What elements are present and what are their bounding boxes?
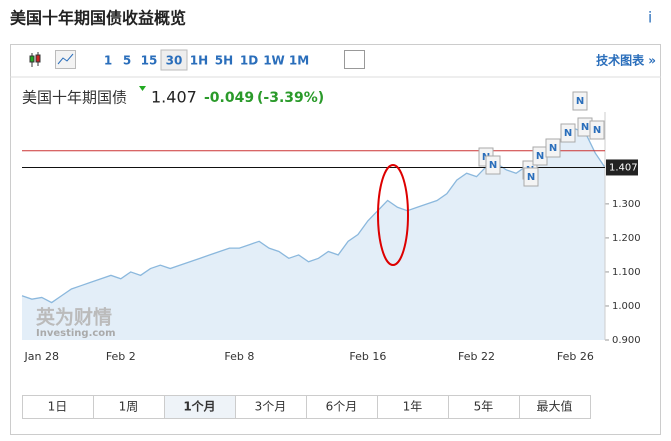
x-tick-label: Feb 22 [458,350,495,363]
info[interactable]: i [648,9,652,27]
highlight-ellipse [377,164,409,266]
news-marker[interactable] [589,120,605,140]
watermark-brand: 英为财情 [36,306,112,329]
watermark-site: Investing.com [36,328,116,339]
news-marker-glyph: N [581,122,589,133]
x-tick-label: Jan 28 [24,350,59,363]
quote-change-pct: (-3.39%) [257,90,324,106]
area [22,129,605,340]
quote-price: 1.407 [151,88,197,107]
interval[interactable]: 5H [215,54,233,68]
y-tick-label: 1.100 [612,267,641,278]
y-tick-label: 1.300 [612,199,641,210]
panel [10,44,661,435]
x-tick-label: Feb 2 [106,350,136,363]
news-marker[interactable] [560,123,576,143]
line-icon-glyph [57,53,74,65]
selected-interval-bg [160,49,188,71]
range-tab[interactable]: 1周 [119,400,139,414]
news-marker-glyph: N [527,172,535,183]
news-marker-glyph: N [564,128,572,139]
range-tab[interactable]: 最大值 [536,399,572,414]
x-tick-label: Feb 16 [349,350,386,363]
quote-name: 美国十年期国债 [22,89,127,107]
interval[interactable]: 1H [190,54,208,68]
news-marker[interactable] [523,167,539,187]
interval[interactable]: 1M [289,54,309,68]
last-box [606,159,638,176]
range-tab[interactable]: 1个月 [183,399,215,414]
range-tab[interactable]: 6个月 [326,400,358,414]
range-tab[interactable]: 3个月 [255,400,287,414]
interval[interactable]: 30 [166,54,183,68]
news-marker-glyph: N [576,96,584,107]
y-tick-label: 0.900 [612,335,641,346]
y-tick-label: 1.200 [612,233,641,244]
range-tab[interactable]: 1年 [403,400,423,414]
line [21,128,606,304]
last-label: 1.407 [609,162,638,173]
range-tab[interactable]: 1日 [48,400,68,414]
x-tick-label: Feb 8 [224,350,254,363]
news-marker-glyph: N [536,151,544,162]
news-marker[interactable] [545,138,561,158]
title: 美国十年期国债收益概览 [10,9,186,28]
range-tab[interactable]: 5年 [474,400,494,414]
tech-chart-link[interactable]: 技术图表 » [596,53,656,68]
news-marker-glyph: N [549,143,557,154]
candle-icon[interactable] [29,52,41,67]
quote-change: -0.049 [204,90,254,106]
news-marker-glyph: N [489,160,497,171]
interval[interactable]: 1 [104,54,112,68]
interval[interactable]: 1W [263,54,285,68]
interval[interactable]: 1D [240,54,258,68]
interval[interactable]: 15 [141,54,158,68]
table-icon[interactable] [344,50,365,69]
news-marker-glyph: N [593,125,601,136]
x-tick-label: Feb 26 [557,350,594,363]
news-marker[interactable] [485,155,501,175]
news-marker[interactable] [572,91,588,111]
down-arrow [139,86,146,91]
y-tick-label: 1.000 [612,301,641,312]
interval[interactable]: 5 [123,54,131,68]
